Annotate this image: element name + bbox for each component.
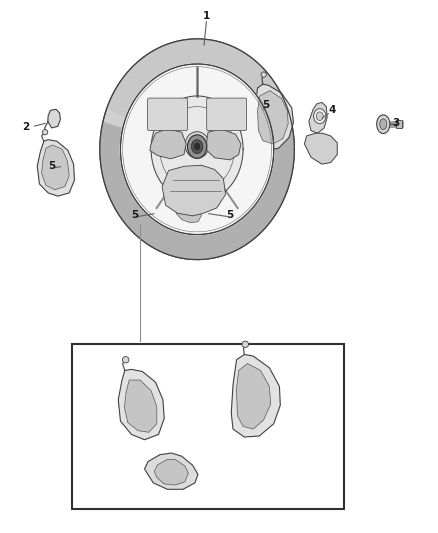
Ellipse shape	[185, 132, 209, 158]
Polygon shape	[231, 354, 280, 437]
Text: 4: 4	[328, 106, 336, 115]
Polygon shape	[304, 133, 337, 164]
Bar	[72, 344, 344, 509]
Polygon shape	[107, 39, 287, 118]
Ellipse shape	[261, 72, 266, 77]
Polygon shape	[120, 64, 274, 235]
Text: 1: 1	[203, 11, 210, 21]
Circle shape	[314, 109, 326, 124]
Polygon shape	[150, 129, 186, 159]
Polygon shape	[237, 364, 271, 429]
Text: 5: 5	[226, 211, 233, 220]
Polygon shape	[145, 453, 198, 489]
Polygon shape	[207, 129, 241, 160]
Text: 5: 5	[131, 211, 138, 220]
Ellipse shape	[122, 357, 129, 363]
Ellipse shape	[380, 119, 387, 130]
Circle shape	[316, 112, 323, 120]
Text: 5: 5	[263, 100, 270, 110]
Polygon shape	[42, 145, 69, 190]
Polygon shape	[309, 102, 327, 133]
Polygon shape	[118, 369, 164, 440]
Ellipse shape	[42, 130, 48, 135]
Polygon shape	[37, 140, 74, 196]
Circle shape	[194, 143, 200, 150]
Polygon shape	[162, 165, 226, 216]
Polygon shape	[154, 459, 188, 485]
Text: 5: 5	[48, 161, 55, 171]
FancyBboxPatch shape	[207, 98, 247, 131]
Polygon shape	[48, 109, 60, 128]
Polygon shape	[176, 204, 201, 223]
Polygon shape	[169, 198, 209, 228]
FancyBboxPatch shape	[148, 98, 187, 131]
Polygon shape	[100, 122, 212, 260]
Polygon shape	[182, 128, 294, 260]
Text: 2: 2	[22, 122, 29, 132]
Ellipse shape	[377, 115, 390, 133]
Polygon shape	[100, 39, 294, 260]
Polygon shape	[258, 91, 288, 144]
Ellipse shape	[242, 341, 249, 348]
Circle shape	[191, 140, 203, 154]
Polygon shape	[151, 96, 243, 203]
Polygon shape	[120, 64, 274, 235]
Polygon shape	[124, 380, 157, 432]
Circle shape	[187, 135, 207, 158]
Polygon shape	[253, 84, 293, 150]
Text: 3: 3	[393, 118, 400, 127]
Bar	[396, 120, 402, 128]
